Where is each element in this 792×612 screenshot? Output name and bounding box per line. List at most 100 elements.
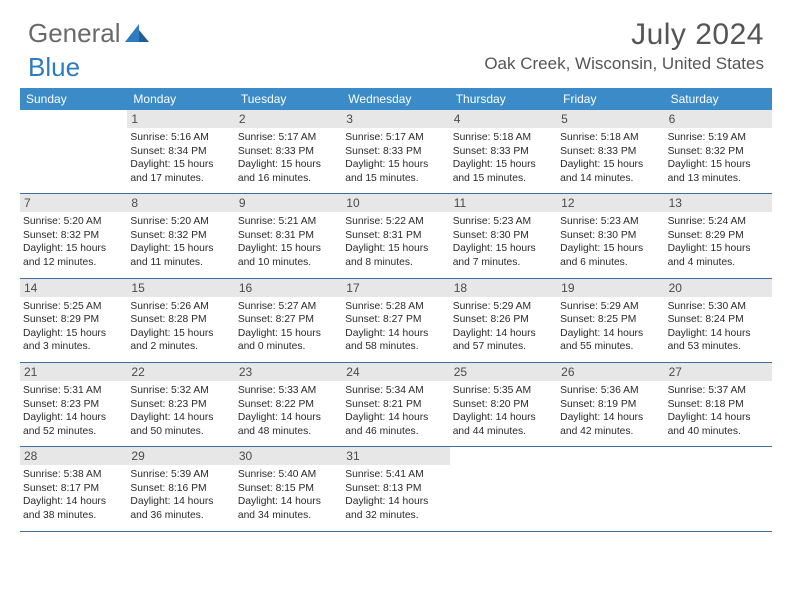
day-details: Sunrise: 5:17 AMSunset: 8:33 PMDaylight:… xyxy=(238,131,339,185)
day-details: Sunrise: 5:39 AMSunset: 8:16 PMDaylight:… xyxy=(130,468,231,522)
day-cell: 27 Sunrise: 5:37 AMSunset: 8:18 PMDayligh… xyxy=(665,363,772,446)
day-cell: 15Sunrise: 5:26 AMSunset: 8:28 PMDayligh… xyxy=(127,279,234,362)
dow-cell: Sunday xyxy=(20,88,127,110)
day-number: 14 xyxy=(20,279,127,297)
day-cell: 2 Sunrise: 5:17 AMSunset: 8:33 PMDaylight… xyxy=(235,110,342,193)
day-details: Sunrise: 5:29 AMSunset: 8:25 PMDaylight:… xyxy=(560,300,661,354)
day-cell: 16Sunrise: 5:27 AMSunset: 8:27 PMDayligh… xyxy=(235,279,342,362)
day-cell: 5 Sunrise: 5:18 AMSunset: 8:33 PMDaylight… xyxy=(557,110,664,193)
day-details: Sunrise: 5:23 AMSunset: 8:30 PMDaylight:… xyxy=(560,215,661,269)
logo-text-general: General xyxy=(28,18,121,49)
day-cell xyxy=(557,447,664,530)
day-details: Sunrise: 5:25 AMSunset: 8:29 PMDaylight:… xyxy=(23,300,124,354)
day-cell: 13 Sunrise: 5:24 AMSunset: 8:29 PMDayligh… xyxy=(665,194,772,277)
week-row: 28 Sunrise: 5:38 AMSunset: 8:17 PMDayligh… xyxy=(20,447,772,531)
day-details: Sunrise: 5:32 AMSunset: 8:23 PMDaylight:… xyxy=(130,384,231,438)
month-title: July 2024 xyxy=(484,18,764,52)
day-number: 20 xyxy=(665,279,772,297)
day-details: Sunrise: 5:30 AMSunset: 8:24 PMDaylight:… xyxy=(668,300,769,354)
day-cell: 26 Sunrise: 5:36 AMSunset: 8:19 PMDayligh… xyxy=(557,363,664,446)
day-cell: 28 Sunrise: 5:38 AMSunset: 8:17 PMDayligh… xyxy=(20,447,127,530)
day-details: Sunrise: 5:34 AMSunset: 8:21 PMDaylight:… xyxy=(345,384,446,438)
day-number: 4 xyxy=(450,110,557,128)
dow-cell: Friday xyxy=(557,88,664,110)
day-details: Sunrise: 5:31 AMSunset: 8:23 PMDaylight:… xyxy=(23,384,124,438)
day-details: Sunrise: 5:36 AMSunset: 8:19 PMDaylight:… xyxy=(560,384,661,438)
day-cell xyxy=(665,447,772,530)
day-details: Sunrise: 5:24 AMSunset: 8:29 PMDaylight:… xyxy=(668,215,769,269)
day-details: Sunrise: 5:37 AMSunset: 8:18 PMDaylight:… xyxy=(668,384,769,438)
dow-cell: Saturday xyxy=(665,88,772,110)
day-number: 3 xyxy=(342,110,449,128)
day-cell: 20 Sunrise: 5:30 AMSunset: 8:24 PMDayligh… xyxy=(665,279,772,362)
week-row: 14 Sunrise: 5:25 AMSunset: 8:29 PMDayligh… xyxy=(20,279,772,363)
day-cell: 7 Sunrise: 5:20 AMSunset: 8:32 PMDaylight… xyxy=(20,194,127,277)
day-cell: 14 Sunrise: 5:25 AMSunset: 8:29 PMDayligh… xyxy=(20,279,127,362)
day-number: 16 xyxy=(235,279,342,297)
day-details: Sunrise: 5:38 AMSunset: 8:17 PMDaylight:… xyxy=(23,468,124,522)
day-cell: 21 Sunrise: 5:31 AMSunset: 8:23 PMDayligh… xyxy=(20,363,127,446)
day-details: Sunrise: 5:18 AMSunset: 8:33 PMDaylight:… xyxy=(453,131,554,185)
logo-text-blue: Blue xyxy=(28,52,80,82)
day-number: 12 xyxy=(557,194,664,212)
day-cell xyxy=(450,447,557,530)
day-cell: 24Sunrise: 5:34 AMSunset: 8:21 PMDayligh… xyxy=(342,363,449,446)
day-number: 17 xyxy=(342,279,449,297)
day-of-week-header: SundayMondayTuesdayWednesdayThursdayFrid… xyxy=(20,88,772,110)
day-cell: 6Sunrise: 5:19 AMSunset: 8:32 PMDaylight… xyxy=(665,110,772,193)
day-number: 30 xyxy=(235,447,342,465)
week-row: 21 Sunrise: 5:31 AMSunset: 8:23 PMDayligh… xyxy=(20,363,772,447)
weeks-container: 1 Sunrise: 5:16 AMSunset: 8:34 PMDaylight… xyxy=(20,110,772,532)
day-cell: 17 Sunrise: 5:28 AMSunset: 8:27 PMDayligh… xyxy=(342,279,449,362)
day-number: 15 xyxy=(127,279,234,297)
header: General July 2024 Oak Creek, Wisconsin, … xyxy=(0,0,792,80)
day-number: 9 xyxy=(235,194,342,212)
day-details: Sunrise: 5:21 AMSunset: 8:31 PMDaylight:… xyxy=(238,215,339,269)
day-number: 23 xyxy=(235,363,342,381)
day-cell: 8 Sunrise: 5:20 AMSunset: 8:32 PMDaylight… xyxy=(127,194,234,277)
day-number: 8 xyxy=(127,194,234,212)
dow-cell: Thursday xyxy=(450,88,557,110)
week-row: 1 Sunrise: 5:16 AMSunset: 8:34 PMDaylight… xyxy=(20,110,772,194)
day-details: Sunrise: 5:41 AMSunset: 8:13 PMDaylight:… xyxy=(345,468,446,522)
day-cell: 29 Sunrise: 5:39 AMSunset: 8:16 PMDayligh… xyxy=(127,447,234,530)
dow-cell: Tuesday xyxy=(235,88,342,110)
day-details: Sunrise: 5:16 AMSunset: 8:34 PMDaylight:… xyxy=(130,131,231,185)
day-details: Sunrise: 5:40 AMSunset: 8:15 PMDaylight:… xyxy=(238,468,339,522)
day-cell: 30 Sunrise: 5:40 AMSunset: 8:15 PMDayligh… xyxy=(235,447,342,530)
location: Oak Creek, Wisconsin, United States xyxy=(484,54,764,74)
day-cell: 10 Sunrise: 5:22 AMSunset: 8:31 PMDayligh… xyxy=(342,194,449,277)
logo-mark-icon xyxy=(125,18,149,49)
day-number: 29 xyxy=(127,447,234,465)
week-row: 7Sunrise: 5:20 AMSunset: 8:32 PMDaylight… xyxy=(20,194,772,278)
day-number: 5 xyxy=(557,110,664,128)
day-number: 7 xyxy=(20,194,127,212)
day-number: 25 xyxy=(450,363,557,381)
day-number: 11 xyxy=(450,194,557,212)
day-details: Sunrise: 5:28 AMSunset: 8:27 PMDaylight:… xyxy=(345,300,446,354)
day-cell: 11 Sunrise: 5:23 AMSunset: 8:30 PMDayligh… xyxy=(450,194,557,277)
day-details: Sunrise: 5:23 AMSunset: 8:30 PMDaylight:… xyxy=(453,215,554,269)
day-number: 2 xyxy=(235,110,342,128)
day-details: Sunrise: 5:22 AMSunset: 8:31 PMDaylight:… xyxy=(345,215,446,269)
day-details: Sunrise: 5:20 AMSunset: 8:32 PMDaylight:… xyxy=(23,215,124,269)
day-number: 21 xyxy=(20,363,127,381)
day-number: 28 xyxy=(20,447,127,465)
day-cell: 3Sunrise: 5:17 AMSunset: 8:33 PMDaylight… xyxy=(342,110,449,193)
day-cell: 31Sunrise: 5:41 AMSunset: 8:13 PMDayligh… xyxy=(342,447,449,530)
day-cell: 9 Sunrise: 5:21 AMSunset: 8:31 PMDaylight… xyxy=(235,194,342,277)
day-cell: 19Sunrise: 5:29 AMSunset: 8:25 PMDayligh… xyxy=(557,279,664,362)
day-number: 10 xyxy=(342,194,449,212)
day-cell: 22Sunrise: 5:32 AMSunset: 8:23 PMDayligh… xyxy=(127,363,234,446)
day-details: Sunrise: 5:20 AMSunset: 8:32 PMDaylight:… xyxy=(130,215,231,269)
day-details: Sunrise: 5:33 AMSunset: 8:22 PMDaylight:… xyxy=(238,384,339,438)
day-number: 13 xyxy=(665,194,772,212)
day-number: 6 xyxy=(665,110,772,128)
dow-cell: Monday xyxy=(127,88,234,110)
day-details: Sunrise: 5:18 AMSunset: 8:33 PMDaylight:… xyxy=(560,131,661,185)
day-number: 1 xyxy=(127,110,234,128)
day-number: 27 xyxy=(665,363,772,381)
day-number: 26 xyxy=(557,363,664,381)
day-cell: 1 Sunrise: 5:16 AMSunset: 8:34 PMDaylight… xyxy=(127,110,234,193)
day-cell: 18Sunrise: 5:29 AMSunset: 8:26 PMDayligh… xyxy=(450,279,557,362)
